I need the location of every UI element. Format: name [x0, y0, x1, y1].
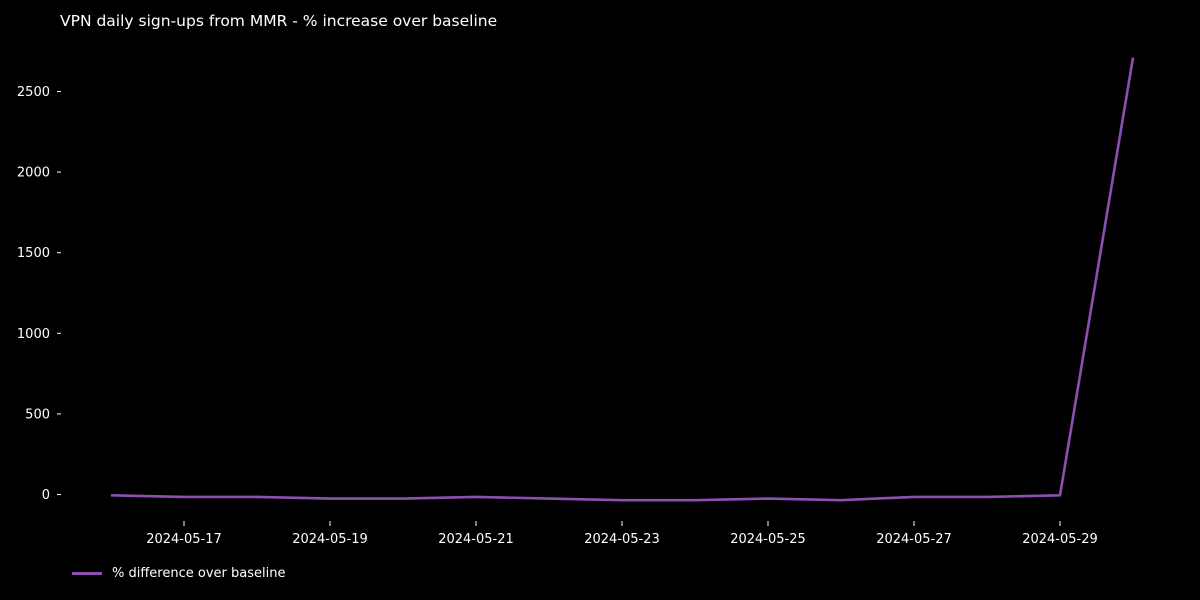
- y-tick-label: 2000: [17, 166, 50, 181]
- x-tick-label: 2024-05-29: [1022, 532, 1098, 547]
- y-tick-label: 1000: [17, 327, 50, 342]
- y-tick-label: 500: [25, 407, 50, 422]
- x-tick-label: 2024-05-17: [146, 532, 222, 547]
- series-line: [110, 57, 1135, 502]
- x-tick-label: 2024-05-19: [292, 532, 368, 547]
- y-axis: 0 500 1000 1500 2000 2500: [17, 85, 61, 503]
- legend-label: % difference over baseline: [112, 566, 286, 581]
- chart-title: VPN daily sign-ups from MMR - % increase…: [60, 12, 498, 30]
- x-axis: 2024-05-17 2024-05-19 2024-05-21 2024-05-23…: [146, 521, 1098, 547]
- x-tick-label: 2024-05-27: [876, 532, 952, 547]
- series-layer: [110, 57, 1135, 502]
- y-tick-label: 0: [42, 488, 50, 503]
- y-tick-label: 1500: [17, 246, 50, 261]
- legend-swatch: [72, 572, 102, 575]
- x-tick-label: 2024-05-25: [730, 532, 806, 547]
- legend: % difference over baseline: [72, 566, 285, 581]
- x-tick-label: 2024-05-21: [438, 532, 514, 547]
- x-tick-label: 2024-05-23: [584, 532, 660, 547]
- y-tick-label: 2500: [17, 85, 50, 100]
